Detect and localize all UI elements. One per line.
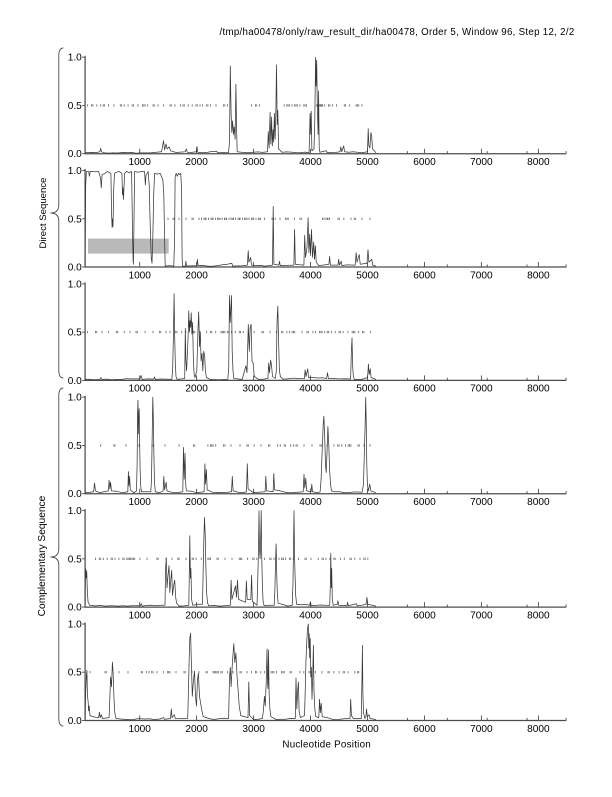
svg-text:2000: 2000 xyxy=(185,724,208,735)
svg-text:7000: 7000 xyxy=(470,497,493,508)
svg-text:1.0: 1.0 xyxy=(68,166,82,177)
svg-text:6000: 6000 xyxy=(413,610,436,621)
svg-text:3000: 3000 xyxy=(242,724,265,735)
svg-text:7000: 7000 xyxy=(470,610,493,621)
svg-text:5000: 5000 xyxy=(356,270,379,281)
svg-text:1000: 1000 xyxy=(128,724,151,735)
svg-text:4000: 4000 xyxy=(299,384,322,395)
svg-text:4000: 4000 xyxy=(299,270,322,281)
svg-text:0.0: 0.0 xyxy=(68,489,82,500)
svg-text:1000: 1000 xyxy=(128,497,151,508)
svg-text:8000: 8000 xyxy=(527,157,550,168)
svg-text:0.0: 0.0 xyxy=(68,149,82,160)
svg-text:8000: 8000 xyxy=(527,610,550,621)
svg-text:8000: 8000 xyxy=(527,724,550,735)
svg-text:0.0: 0.0 xyxy=(68,376,82,387)
svg-text:7000: 7000 xyxy=(470,384,493,395)
svg-text:2000: 2000 xyxy=(185,384,208,395)
svg-text:1000: 1000 xyxy=(128,384,151,395)
svg-text:5000: 5000 xyxy=(356,610,379,621)
svg-text:Direct Sequence: Direct Sequence xyxy=(38,178,49,249)
svg-text:3000: 3000 xyxy=(242,270,265,281)
svg-text:0.5: 0.5 xyxy=(68,328,82,339)
svg-text:0.5: 0.5 xyxy=(68,214,82,225)
svg-text:1000: 1000 xyxy=(128,157,151,168)
svg-text:1.0: 1.0 xyxy=(68,279,82,290)
svg-text:3000: 3000 xyxy=(242,497,265,508)
svg-text:/tmp/ha00478/only/raw_result_d: /tmp/ha00478/only/raw_result_dir/ha00478… xyxy=(220,27,575,38)
svg-text:2000: 2000 xyxy=(185,157,208,168)
svg-text:1.0: 1.0 xyxy=(68,620,82,631)
svg-text:0.0: 0.0 xyxy=(68,263,82,274)
svg-text:5000: 5000 xyxy=(356,157,379,168)
svg-text:Nucleotide Position: Nucleotide Position xyxy=(282,739,371,750)
svg-text:8000: 8000 xyxy=(527,384,550,395)
svg-text:5000: 5000 xyxy=(356,724,379,735)
svg-text:4000: 4000 xyxy=(299,497,322,508)
svg-text:8000: 8000 xyxy=(527,270,550,281)
svg-text:7000: 7000 xyxy=(470,157,493,168)
svg-text:2000: 2000 xyxy=(185,610,208,621)
svg-text:4000: 4000 xyxy=(299,724,322,735)
svg-text:0.5: 0.5 xyxy=(68,101,82,112)
svg-text:1.0: 1.0 xyxy=(68,53,82,64)
svg-text:0.0: 0.0 xyxy=(68,716,82,727)
svg-text:2000: 2000 xyxy=(185,497,208,508)
svg-text:4000: 4000 xyxy=(299,610,322,621)
svg-text:3000: 3000 xyxy=(242,384,265,395)
svg-text:6000: 6000 xyxy=(413,270,436,281)
svg-text:0.5: 0.5 xyxy=(68,554,82,565)
svg-text:3000: 3000 xyxy=(242,610,265,621)
svg-text:6000: 6000 xyxy=(413,497,436,508)
svg-text:6000: 6000 xyxy=(413,724,436,735)
svg-text:5000: 5000 xyxy=(356,497,379,508)
svg-text:7000: 7000 xyxy=(470,724,493,735)
svg-text:1000: 1000 xyxy=(128,270,151,281)
svg-text:3000: 3000 xyxy=(242,157,265,168)
svg-text:7000: 7000 xyxy=(470,270,493,281)
svg-text:8000: 8000 xyxy=(527,497,550,508)
svg-text:5000: 5000 xyxy=(356,384,379,395)
svg-text:1.0: 1.0 xyxy=(68,506,82,517)
svg-text:2000: 2000 xyxy=(185,270,208,281)
svg-text:Complementary Sequence: Complementary Sequence xyxy=(37,495,48,616)
svg-text:0.5: 0.5 xyxy=(68,668,82,679)
svg-text:6000: 6000 xyxy=(413,157,436,168)
svg-text:1000: 1000 xyxy=(128,610,151,621)
svg-text:1.0: 1.0 xyxy=(68,393,82,404)
svg-text:4000: 4000 xyxy=(299,157,322,168)
svg-text:0.0: 0.0 xyxy=(68,603,82,614)
svg-text:6000: 6000 xyxy=(413,384,436,395)
svg-text:0.5: 0.5 xyxy=(68,441,82,452)
